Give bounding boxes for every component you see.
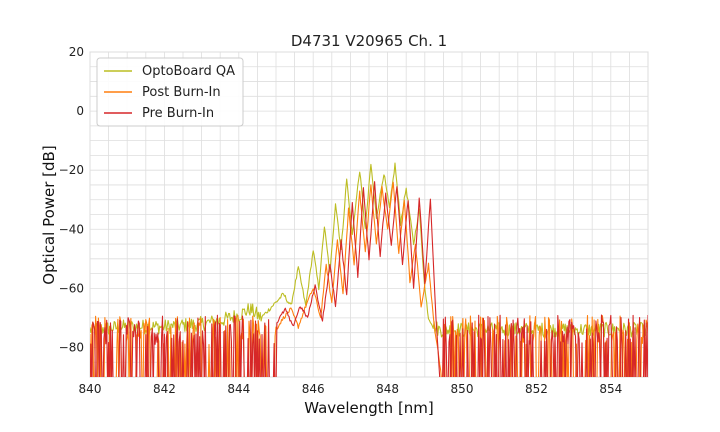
y-tick-label: −60 xyxy=(59,281,84,295)
series-line-optoboard-qa xyxy=(90,162,648,338)
y-tick-label: 0 xyxy=(76,104,84,118)
x-tick-label: 854 xyxy=(599,382,622,396)
x-tick-label: 846 xyxy=(302,382,325,396)
x-axis-label: Wavelength [nm] xyxy=(304,399,434,417)
x-tick-label: 844 xyxy=(227,382,250,396)
y-tick-label: −40 xyxy=(59,222,84,236)
chart-title: D4731 V20965 Ch. 1 xyxy=(291,32,447,50)
x-tick-label: 852 xyxy=(525,382,548,396)
series-layer xyxy=(90,162,648,377)
y-tick-label: −20 xyxy=(59,163,84,177)
y-tick-label: −80 xyxy=(59,340,84,354)
tick-labels: 840 842 844 846 848 850 852 854 20 0 −20 −40 −60 −80 xyxy=(59,45,623,396)
legend-label-optoboard-qa: OptoBoard QA xyxy=(142,64,235,79)
legend-label-pre-burn-in: Pre Burn-In xyxy=(142,106,214,121)
y-tick-label: 20 xyxy=(69,45,84,59)
x-tick-label: 840 xyxy=(79,382,102,396)
series-line-pre-burn-in xyxy=(90,181,648,377)
x-tick-label: 848 xyxy=(376,382,399,396)
x-tick-label: 842 xyxy=(153,382,176,396)
y-axis-label: Optical Power [dB] xyxy=(40,145,58,284)
legend-box xyxy=(96,57,244,127)
x-tick-label: 850 xyxy=(451,382,474,396)
legend: OptoBoard QA Post Burn-In Pre Burn-In xyxy=(96,57,244,127)
legend-label-post-burn-in: Post Burn-In xyxy=(142,85,221,100)
